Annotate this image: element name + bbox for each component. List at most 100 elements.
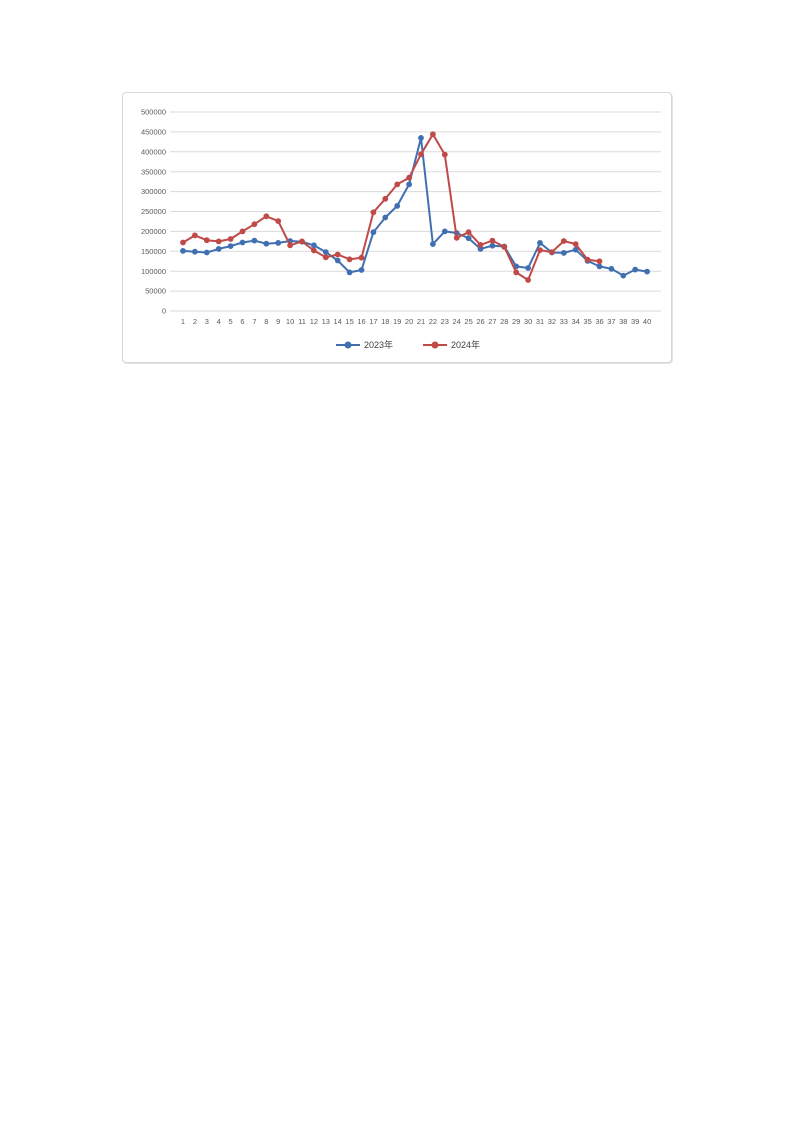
data-point-2023年 — [644, 268, 650, 275]
data-point-2024年 — [501, 244, 508, 250]
x-axis-label: 22 — [429, 317, 437, 326]
x-axis-label: 10 — [286, 317, 294, 326]
x-axis-label: 9 — [276, 317, 280, 326]
data-point-2024年 — [322, 254, 329, 261]
x-axis-label: 32 — [548, 317, 556, 326]
data-point-2024年 — [441, 151, 448, 158]
data-point-2024年 — [299, 238, 305, 245]
data-point-2023年 — [251, 237, 258, 244]
x-axis-label: 38 — [619, 317, 627, 326]
data-point-2024年 — [596, 258, 603, 265]
data-point-2024年 — [584, 256, 591, 263]
data-point-2024年 — [370, 209, 377, 216]
data-point-2024年 — [489, 237, 496, 244]
data-point-2024年 — [549, 249, 555, 256]
chart-canvas: 0500001000001500002000002500003000003500… — [141, 108, 661, 350]
data-point-2023年 — [334, 257, 341, 264]
x-axis-label: 8 — [264, 317, 268, 326]
y-axis-label: 250000 — [141, 207, 166, 216]
x-axis-label: 16 — [357, 317, 365, 326]
x-axis-label: 40 — [643, 317, 651, 326]
data-point-2023年 — [525, 265, 532, 271]
data-point-2024年 — [263, 213, 270, 220]
x-axis-label: 27 — [488, 317, 496, 326]
data-point-2024年 — [287, 242, 294, 249]
y-axis-label: 0 — [162, 307, 166, 316]
x-axis-label: 29 — [512, 317, 520, 326]
data-point-2023年 — [203, 249, 210, 256]
data-point-2024年 — [513, 269, 520, 276]
data-point-2023年 — [441, 228, 448, 235]
x-axis-label: 6 — [240, 317, 244, 326]
data-point-2023年 — [215, 246, 222, 252]
y-axis-label: 400000 — [141, 147, 166, 156]
data-point-2024年 — [203, 237, 210, 244]
x-axis-label: 17 — [369, 317, 377, 326]
data-point-2023年 — [322, 249, 329, 256]
line-chart[interactable]: 0 50000 100000 150000 200000 250000 300000 3500… — [122, 92, 672, 363]
x-axis-label: 2 — [193, 317, 197, 326]
data-point-2023年 — [263, 240, 270, 247]
x-axis-label: 33 — [560, 317, 568, 326]
data-point-2023年 — [489, 242, 496, 249]
x-axis-label: 35 — [583, 317, 591, 326]
x-axis-label: 34 — [572, 317, 580, 326]
data-point-2023年 — [632, 266, 639, 273]
data-point-2024年 — [227, 236, 234, 242]
data-point-2024年 — [346, 256, 353, 263]
x-axis-label: 11 — [298, 317, 306, 326]
data-point-2023年 — [192, 248, 198, 255]
data-point-2024年 — [525, 277, 532, 283]
data-point-2024年 — [465, 229, 472, 236]
series-line-2023年 — [182, 136, 649, 277]
data-point-2024年 — [215, 238, 222, 245]
x-axis-label: 15 — [345, 317, 353, 326]
data-point-2024年 — [334, 251, 341, 258]
x-axis-label: 14 — [334, 317, 342, 326]
data-point-2023年 — [180, 248, 186, 254]
x-axis-label: 20 — [405, 317, 413, 326]
data-point-2024年 — [180, 239, 186, 246]
x-axis-label: 12 — [310, 317, 318, 326]
series-line-2024年 — [182, 133, 601, 281]
data-point-2024年 — [311, 247, 317, 254]
data-point-2024年 — [560, 238, 567, 244]
data-point-2023年 — [311, 242, 317, 249]
data-point-2024年 — [572, 241, 579, 248]
x-axis-label: 39 — [631, 317, 639, 326]
data-point-2024年 — [537, 247, 543, 254]
y-axis-label: 350000 — [141, 167, 166, 176]
x-axis-label: 18 — [381, 317, 389, 326]
data-point-2024年 — [251, 221, 258, 228]
x-axis-label: 24 — [453, 317, 461, 326]
y-axis-label: 300000 — [141, 187, 166, 196]
legend-label: 2023年 — [364, 339, 393, 350]
data-point-2024年 — [477, 242, 484, 248]
y-axis-label: 200000 — [141, 227, 166, 236]
data-point-2023年 — [560, 250, 567, 256]
data-point-2024年 — [430, 131, 436, 138]
data-point-2023年 — [418, 135, 424, 141]
data-point-2023年 — [394, 203, 401, 209]
data-point-2023年 — [227, 243, 234, 250]
x-axis-label: 5 — [229, 317, 233, 326]
x-axis-label: 3 — [205, 317, 209, 326]
data-point-2023年 — [239, 239, 246, 246]
data-point-2023年 — [346, 269, 353, 276]
x-axis-label: 30 — [524, 317, 532, 326]
x-axis-label: 21 — [417, 317, 425, 326]
legend-marker-icon — [431, 341, 439, 349]
y-axis-label: 450000 — [141, 128, 166, 137]
data-point-2023年 — [572, 246, 579, 253]
data-point-2024年 — [239, 228, 246, 235]
data-point-2023年 — [358, 267, 365, 273]
legend-label: 2024年 — [451, 339, 480, 350]
x-axis-label: 23 — [441, 317, 449, 326]
x-axis-label: 31 — [536, 317, 544, 326]
data-point-2024年 — [275, 218, 282, 225]
data-point-2023年 — [430, 241, 436, 248]
x-axis-label: 25 — [464, 317, 472, 326]
data-point-2024年 — [418, 151, 424, 158]
x-axis-label: 36 — [595, 317, 603, 326]
